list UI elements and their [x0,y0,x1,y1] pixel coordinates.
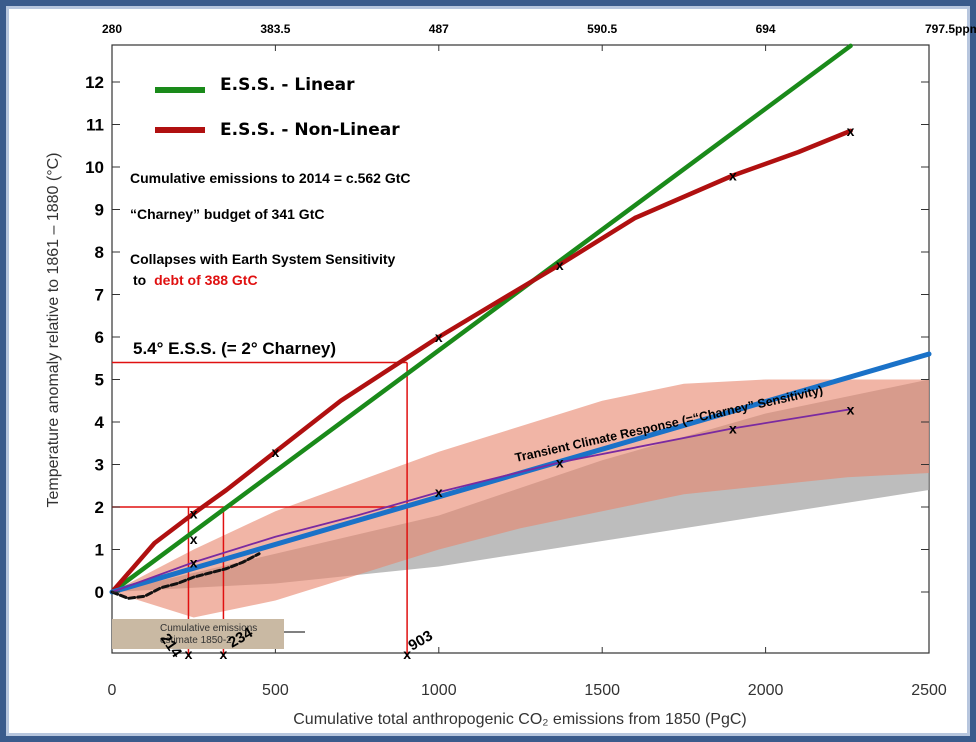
top-tick-label-0: 280 [102,22,122,36]
top-tick-label-5: 797.5ppm [925,22,976,36]
x-marker-4: x [729,168,737,184]
legend-label-linear: E.S.S. - Linear [220,75,355,95]
x-marker-2: x [435,329,443,345]
y-tick-label-4: 4 [95,413,105,432]
top-tick-label-3: 590.5 [587,22,617,36]
x-marker-7: x [190,554,198,570]
x-tick-label-0: 0 [108,682,117,699]
series-historical [110,552,261,600]
series-tcr [109,351,932,595]
annotation-collapse-line2: to debt of 388 GtC [133,272,258,288]
y-tick-label-11: 11 [86,116,104,135]
x-marker-9: x [556,454,564,470]
axis-x-marker-2: x [403,646,411,662]
x-axis-title: Cumulative total anthropogenic CO₂ emiss… [293,711,747,728]
y-tick-label-6: 6 [95,328,104,347]
y-tick-label-7: 7 [95,286,104,305]
y-tick-label-2: 2 [95,498,104,517]
annotation-debt: debt of 388 GtC [154,272,257,288]
top-tick-label-2: 487 [429,22,449,36]
annotation-cumulative-2014: Cumulative emissions to 2014 = c.562 GtC [130,170,411,186]
caption-box-line2: estimate 1850-2 [160,635,232,646]
x-tick-label-2: 1000 [421,682,457,699]
x-marker-5: x [847,123,855,139]
annotation-collapse-prefix: to [133,272,146,288]
series-rcp-mean [111,408,852,593]
x-marker-3: x [556,257,564,273]
x-marker-11: x [847,401,855,417]
y-tick-label-9: 9 [95,201,104,220]
x-tick-label-1: 500 [262,682,289,699]
y-tick-label-0: 0 [95,583,104,602]
axis-x-marker-1: x [220,646,228,662]
x-marker-8: x [435,484,443,500]
x-marker-10: x [729,420,737,436]
caption-box-line1: Cumulative emissions [160,623,257,634]
series-ess-nonlinear [109,128,853,595]
y-tick-label-8: 8 [95,243,104,262]
x-tick-label-3: 1500 [584,682,620,699]
axis-x-marker-0: x [185,646,193,662]
x-tick-label-5: 2500 [911,682,947,699]
series-lines [109,43,932,600]
top-tick-label-1: 383.5 [260,22,290,36]
annotation-collapse-line1: Collapses with Earth System Sensitivity [130,251,396,267]
y-tick-label-5: 5 [95,371,104,390]
x-marker-1: x [272,444,280,460]
x-tick-label-4: 2000 [748,682,784,699]
red-uncertainty-band [112,379,929,618]
legend-label-nonlinear: E.S.S. - Non-Linear [220,120,400,140]
y-tick-label-10: 10 [85,158,104,177]
annotation-charney-budget: “Charney” budget of 341 GtC [130,206,324,222]
y-tick-label-1: 1 [95,541,104,560]
shaded-bands [112,379,929,618]
series-ess-linear [109,43,853,595]
y-tick-label-3: 3 [95,456,104,475]
caption-box [112,619,284,649]
x-marker-0: x [190,505,198,521]
top-tick-label-4: 694 [756,22,776,36]
y-axis-title: Temperature anomaly relative to 1861 – 1… [45,152,62,507]
annotation-ess-heading: 5.4° E.S.S. (= 2° Charney) [133,339,336,358]
y-tick-label-12: 12 [85,73,104,92]
x-marker-6: x [190,531,198,547]
